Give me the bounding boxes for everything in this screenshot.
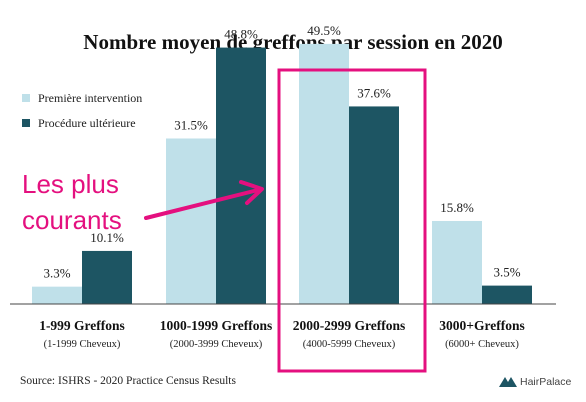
value-labels-group: 3.3% 10.1% 31.5% 48.8% 49.5% 37.6% 15.8% 3.5% (43, 23, 520, 281)
value-label-ulterieure-1: 48.8% (224, 27, 258, 42)
chart-title: Nombre moyen de greffons par session en … (83, 30, 502, 54)
bars-group (32, 43, 532, 305)
category-sublabel-1: (2000-3999 Cheveux) (170, 339, 263, 350)
value-label-ulterieure-0: 10.1% (90, 230, 124, 245)
bar-ulterieure-2 (349, 106, 399, 304)
bar-ulterieure-3 (482, 285, 532, 304)
annotation: Les plus courants (22, 169, 264, 235)
category-label-3: 3000+Greffons (439, 318, 524, 333)
bar-premiere-1 (166, 138, 216, 304)
value-label-premiere-0: 3.3% (43, 266, 70, 281)
category-label-2: 2000-2999 Greffons (293, 318, 406, 333)
legend-label-premiere: Première intervention (38, 91, 142, 105)
value-label-ulterieure-3: 3.5% (493, 265, 520, 280)
category-sublabel-0: (1-1999 Cheveux) (44, 339, 121, 350)
legend-swatch-premiere (22, 94, 30, 102)
brand-name: HairPalace (520, 376, 572, 388)
category-label-1: 1000-1999 Greffons (160, 318, 273, 333)
bar-premiere-2 (299, 43, 349, 305)
category-sublabel-2: (4000-5999 Cheveux) (303, 339, 396, 350)
legend: Première intervention Procédure ultérieu… (22, 91, 142, 130)
bar-ulterieure-1 (216, 47, 266, 304)
value-label-premiere-1: 31.5% (174, 117, 208, 132)
annotation-line-1: Les plus (22, 169, 119, 199)
source-text: Source: ISHRS - 2020 Practice Census Res… (20, 375, 236, 387)
highlight-box (277, 68, 427, 373)
bar-premiere-3 (432, 220, 482, 304)
annotation-line-2: courants (22, 205, 122, 235)
category-sublabel-3: (6000+ Cheveux) (445, 339, 519, 350)
category-label-0: 1-999 Greffons (39, 318, 125, 333)
bar-ulterieure-0 (82, 250, 132, 304)
value-label-premiere-2: 49.5% (307, 23, 341, 38)
bar-premiere-0 (32, 286, 82, 304)
annotation-arrow-head (239, 180, 264, 205)
value-label-premiere-3: 15.8% (440, 200, 474, 215)
legend-label-ulterieure: Procédure ultérieure (38, 116, 136, 130)
category-labels-group: 1-999 Greffons (1-1999 Cheveux) 1000-1999 … (39, 318, 525, 350)
legend-swatch-ulterieure (22, 119, 30, 127)
brand-logo: HairPalace (499, 376, 572, 388)
annotation-arrow-shaft (144, 188, 260, 220)
hairpalace-logo-icon (499, 377, 517, 387)
value-label-ulterieure-2: 37.6% (357, 85, 391, 100)
